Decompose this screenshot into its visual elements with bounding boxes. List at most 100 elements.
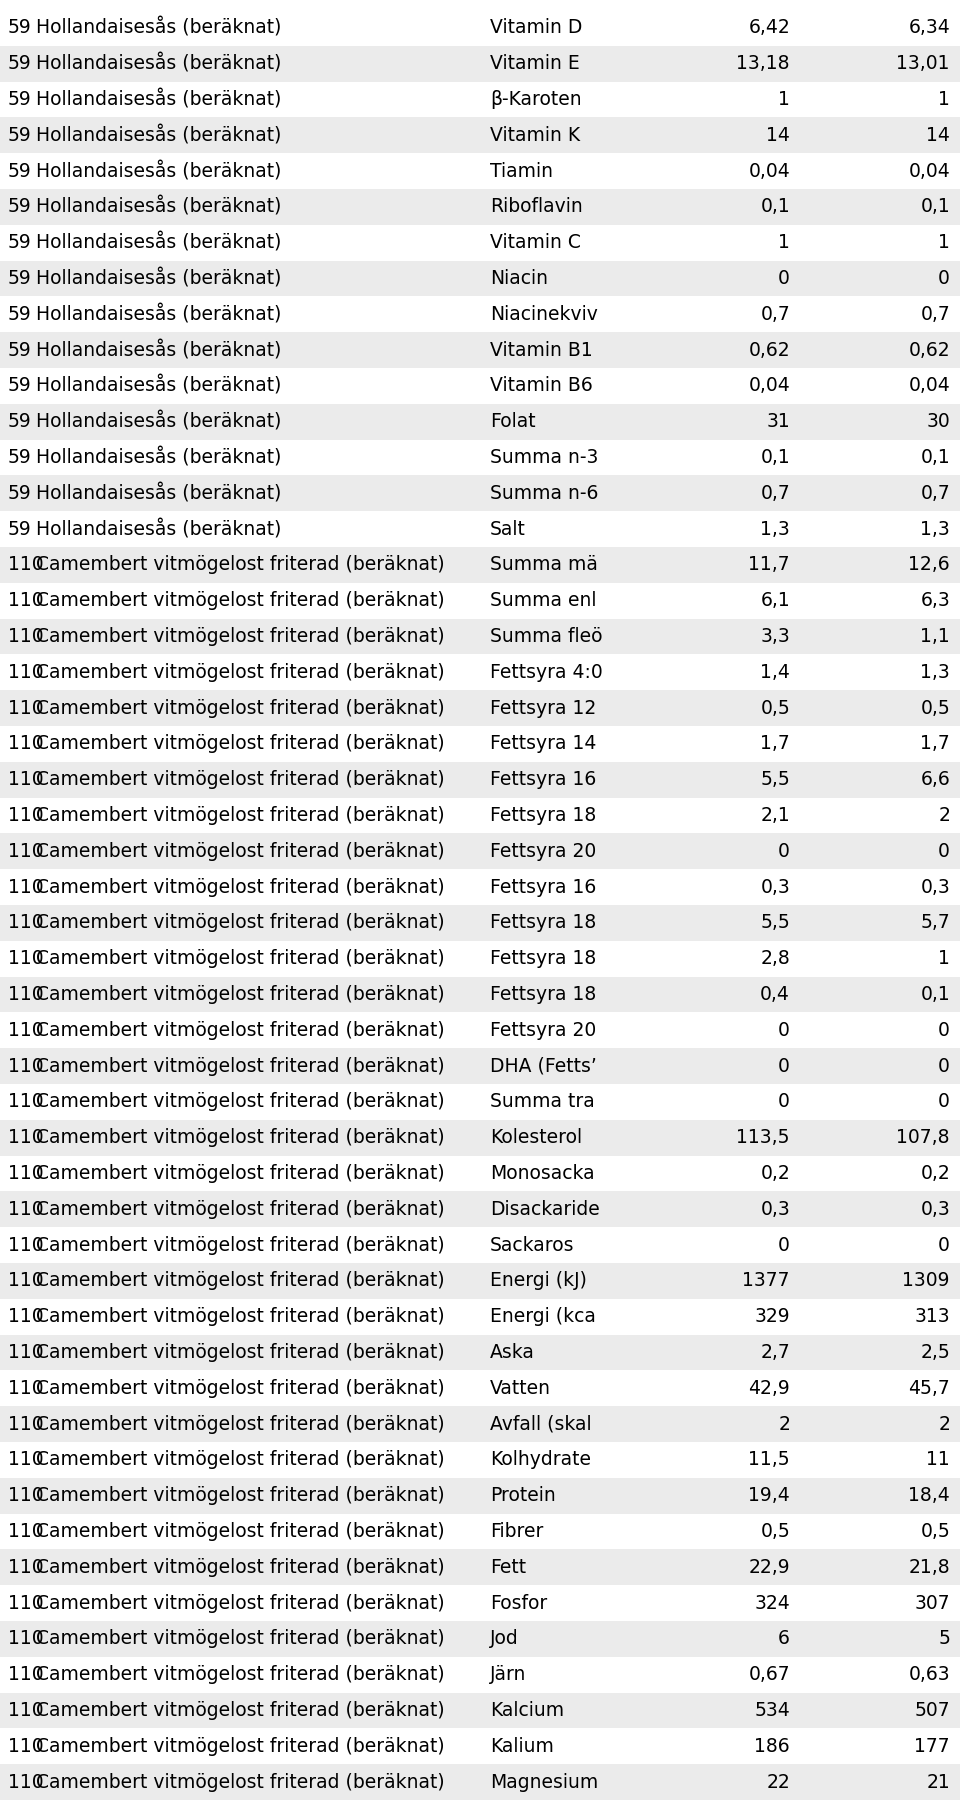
Text: 110: 110 xyxy=(8,771,43,789)
Bar xyxy=(0,619,960,655)
Text: 110: 110 xyxy=(8,662,43,682)
Bar xyxy=(0,1692,960,1729)
Text: 1377: 1377 xyxy=(742,1271,790,1291)
Text: Hollandaisesås (beräknat): Hollandaisesås (beräknat) xyxy=(36,161,281,181)
Text: 0: 0 xyxy=(779,270,790,288)
Text: 2: 2 xyxy=(938,805,950,825)
Text: Salt: Salt xyxy=(490,519,526,539)
Text: Camembert vitmögelost friterad (beräknat): Camembert vitmögelost friterad (beräknat… xyxy=(36,735,444,753)
Text: Camembert vitmögelost friterad (beräknat): Camembert vitmögelost friterad (beräknat… xyxy=(36,1307,444,1327)
Text: Camembert vitmögelost friterad (beräknat): Camembert vitmögelost friterad (beräknat… xyxy=(36,878,444,896)
Bar xyxy=(0,440,960,476)
Text: Hollandaisesås (beräknat): Hollandaisesås (beräknat) xyxy=(36,376,281,396)
Text: Protein: Protein xyxy=(490,1486,556,1506)
Text: 0,04: 0,04 xyxy=(748,376,790,395)
Text: 0: 0 xyxy=(938,1236,950,1254)
Text: Kalium: Kalium xyxy=(490,1738,554,1756)
Text: Magnesium: Magnesium xyxy=(490,1772,598,1792)
Text: 110: 110 xyxy=(8,1343,43,1361)
Bar xyxy=(0,1622,960,1656)
Text: Camembert vitmögelost friterad (beräknat): Camembert vitmögelost friterad (beräknat… xyxy=(36,1450,444,1470)
Text: Summa n-3: Summa n-3 xyxy=(490,449,598,467)
Text: 0,1: 0,1 xyxy=(760,449,790,467)
Text: Camembert vitmögelost friterad (beräknat): Camembert vitmögelost friterad (beräknat… xyxy=(36,1522,444,1540)
Text: 110: 110 xyxy=(8,1450,43,1470)
Text: Järn: Järn xyxy=(490,1665,526,1683)
Text: 59: 59 xyxy=(8,340,32,360)
Text: Fibrer: Fibrer xyxy=(490,1522,543,1540)
Text: 0,3: 0,3 xyxy=(760,1200,790,1218)
Text: 0,1: 0,1 xyxy=(760,197,790,217)
Text: Camembert vitmögelost friterad (beräknat): Camembert vitmögelost friterad (beräknat… xyxy=(36,1021,444,1039)
Text: 5,5: 5,5 xyxy=(760,771,790,789)
Bar xyxy=(0,1084,960,1120)
Text: 110: 110 xyxy=(8,626,43,646)
Text: Hollandaisesås (beräknat): Hollandaisesås (beräknat) xyxy=(36,54,281,74)
Text: Camembert vitmögelost friterad (beräknat): Camembert vitmögelost friterad (beräknat… xyxy=(36,1236,444,1254)
Text: Camembert vitmögelost friterad (beräknat): Camembert vitmögelost friterad (beräknat… xyxy=(36,1665,444,1683)
Text: 3,3: 3,3 xyxy=(760,626,790,646)
Text: Camembert vitmögelost friterad (beräknat): Camembert vitmögelost friterad (beräknat… xyxy=(36,1629,444,1649)
Text: 0: 0 xyxy=(779,842,790,862)
Text: 1,7: 1,7 xyxy=(760,735,790,753)
Text: 1,3: 1,3 xyxy=(921,662,950,682)
Bar xyxy=(0,1227,960,1263)
Text: 22: 22 xyxy=(766,1772,790,1792)
Text: Jod: Jod xyxy=(490,1629,518,1649)
Text: 0,67: 0,67 xyxy=(749,1665,790,1683)
Bar xyxy=(0,224,960,261)
Text: 0,7: 0,7 xyxy=(760,304,790,324)
Text: 113,5: 113,5 xyxy=(736,1128,790,1148)
Text: Camembert vitmögelost friterad (beräknat): Camembert vitmögelost friterad (beräknat… xyxy=(36,592,444,610)
Text: Camembert vitmögelost friterad (beräknat): Camembert vitmögelost friterad (beräknat… xyxy=(36,1738,444,1756)
Text: 110: 110 xyxy=(8,1021,43,1039)
Text: 307: 307 xyxy=(914,1593,950,1613)
Text: Fettsyra 20: Fettsyra 20 xyxy=(490,842,596,862)
Bar xyxy=(0,510,960,547)
Text: Camembert vitmögelost friterad (beräknat): Camembert vitmögelost friterad (beräknat… xyxy=(36,1772,444,1792)
Text: 0,3: 0,3 xyxy=(921,878,950,896)
Text: Vitamin B6: Vitamin B6 xyxy=(490,376,592,395)
Text: Kolhydrate: Kolhydrate xyxy=(490,1450,591,1470)
Text: Riboflavin: Riboflavin xyxy=(490,197,583,217)
Text: Energi (kca: Energi (kca xyxy=(490,1307,596,1327)
Text: Summa fleö: Summa fleö xyxy=(490,626,603,646)
Text: 59: 59 xyxy=(8,161,32,181)
Text: 110: 110 xyxy=(8,1093,43,1111)
Text: Camembert vitmögelost friterad (beräknat): Camembert vitmögelost friterad (beräknat… xyxy=(36,842,444,862)
Text: 14: 14 xyxy=(926,127,950,145)
Bar xyxy=(0,798,960,833)
Text: 59: 59 xyxy=(8,449,32,467)
Bar xyxy=(0,154,960,188)
Text: Vatten: Vatten xyxy=(490,1379,551,1397)
Text: 0,1: 0,1 xyxy=(921,985,950,1005)
Text: 5,7: 5,7 xyxy=(921,914,950,932)
Text: 59: 59 xyxy=(8,376,32,395)
Text: 0,2: 0,2 xyxy=(760,1164,790,1184)
Text: 0,04: 0,04 xyxy=(908,376,950,395)
Text: 110: 110 xyxy=(8,1236,43,1254)
Text: 110: 110 xyxy=(8,948,43,968)
Text: Tiamin: Tiamin xyxy=(490,161,553,181)
Text: 1,7: 1,7 xyxy=(921,735,950,753)
Text: 1,4: 1,4 xyxy=(760,662,790,682)
Text: Hollandaisesås (beräknat): Hollandaisesås (beräknat) xyxy=(36,89,281,109)
Bar xyxy=(0,583,960,619)
Bar xyxy=(0,1513,960,1549)
Text: Vitamin E: Vitamin E xyxy=(490,54,580,72)
Text: 110: 110 xyxy=(8,1379,43,1397)
Text: 107,8: 107,8 xyxy=(897,1128,950,1148)
Text: 0,63: 0,63 xyxy=(908,1665,950,1683)
Text: 59: 59 xyxy=(8,233,32,252)
Text: 0,5: 0,5 xyxy=(760,1522,790,1540)
Text: Camembert vitmögelost friterad (beräknat): Camembert vitmögelost friterad (beräknat… xyxy=(36,1200,444,1218)
Text: 0,5: 0,5 xyxy=(921,699,950,717)
Text: 13,01: 13,01 xyxy=(897,54,950,72)
Text: Fettsyra 16: Fettsyra 16 xyxy=(490,771,596,789)
Text: 324: 324 xyxy=(755,1593,790,1613)
Bar xyxy=(0,977,960,1012)
Text: 110: 110 xyxy=(8,1200,43,1218)
Text: 110: 110 xyxy=(8,1271,43,1291)
Text: 59: 59 xyxy=(8,127,32,145)
Text: Camembert vitmögelost friterad (beräknat): Camembert vitmögelost friterad (beräknat… xyxy=(36,1057,444,1075)
